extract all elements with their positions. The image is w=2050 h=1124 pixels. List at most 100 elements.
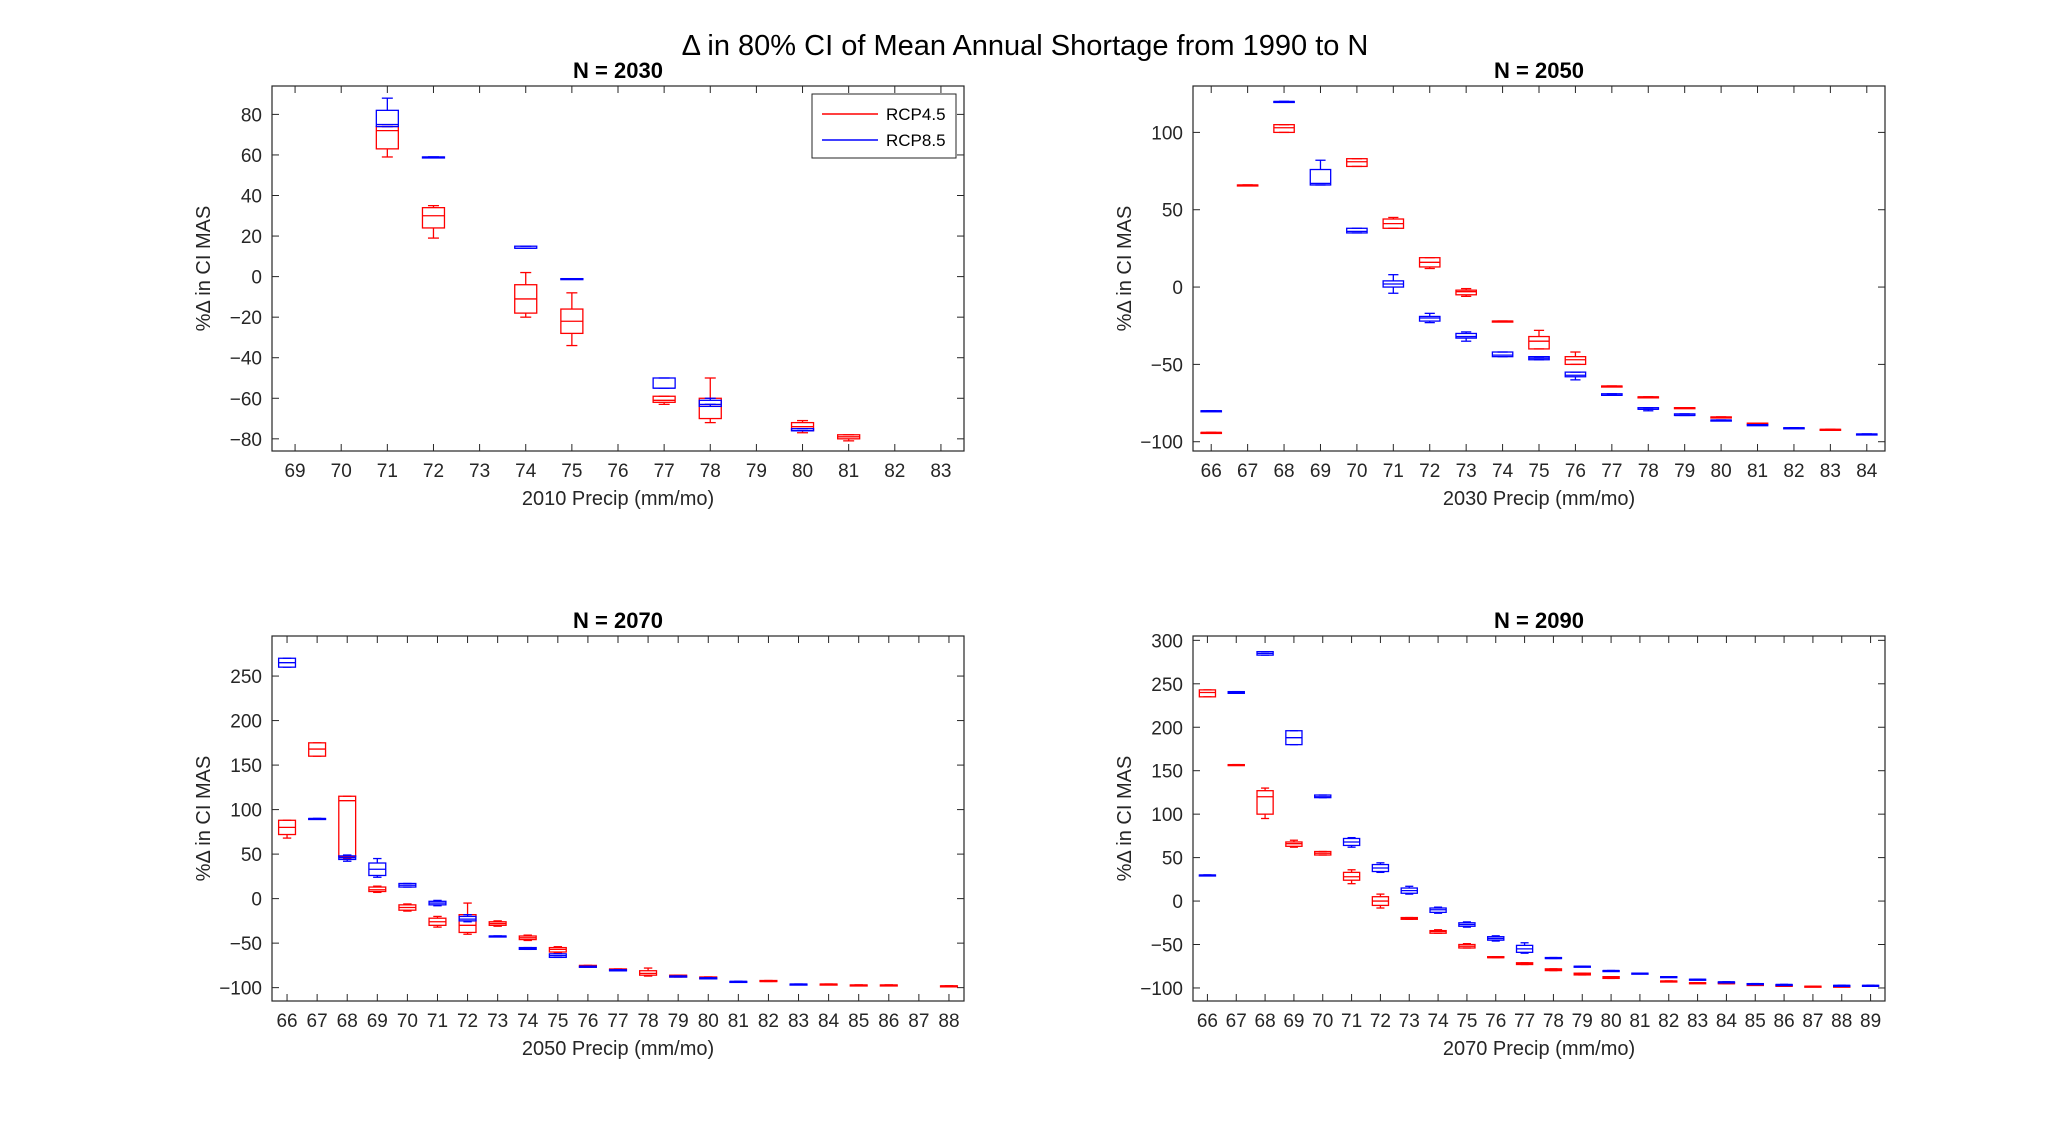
box-RCP85-71 — [1342, 836, 1361, 848]
box-RCP45-83 — [1819, 428, 1842, 431]
y-tick-label: 150 — [230, 756, 262, 777]
y-tick-label: 300 — [1151, 631, 1183, 652]
x-tick-label: 85 — [1745, 1011, 1766, 1032]
box-RCP45-77 — [652, 395, 676, 406]
box-RCP85-85 — [1746, 982, 1764, 986]
y-tick-label: −100 — [1140, 979, 1183, 1000]
x-tick-label: 81 — [728, 1011, 749, 1032]
box-RCP45-83 — [1688, 982, 1707, 985]
box-RCP85-77 — [1515, 942, 1534, 954]
box-RCP85-66 — [277, 657, 297, 668]
x-tick-label: 79 — [668, 1011, 689, 1032]
x-tick-label: 83 — [930, 461, 951, 482]
x-tick-label: 84 — [1716, 1011, 1738, 1032]
x-axis-label: 2030 Precip (mm/mo) — [1443, 488, 1635, 510]
box-RCP45-67 — [1227, 763, 1245, 767]
axes-box — [1192, 85, 1886, 452]
box-RCP45-73 — [488, 920, 507, 927]
box-RCP85-80 — [1602, 969, 1620, 973]
box-iqr — [1418, 315, 1441, 322]
y-tick-label: −40 — [230, 349, 262, 370]
box-iqr — [1273, 124, 1295, 134]
box-RCP85-70 — [398, 882, 417, 888]
x-tick-label: 75 — [1456, 1011, 1477, 1032]
x-tick-label: 74 — [517, 1011, 539, 1032]
x-tick-label: 82 — [1658, 1011, 1679, 1032]
legend-label: RCP8.5 — [886, 131, 946, 150]
box-RCP85-68 — [1273, 100, 1295, 104]
y-tick-label: 20 — [241, 227, 262, 248]
y-tick-label: −50 — [1151, 936, 1183, 957]
legend-box — [811, 93, 957, 159]
x-tick-label: 71 — [427, 1011, 448, 1032]
x-tick-label: 74 — [1492, 461, 1514, 482]
box-RCP85-76 — [1564, 371, 1587, 381]
box-RCP45-76 — [1564, 351, 1587, 366]
x-tick-label: 69 — [1283, 1011, 1304, 1032]
axes-box — [271, 635, 965, 1002]
x-tick-label: 71 — [1383, 461, 1404, 482]
box-RCP45-66 — [1200, 431, 1223, 435]
box-iqr — [1256, 790, 1274, 815]
x-tick-label: 71 — [1341, 1011, 1362, 1032]
x-tick-label: 77 — [1514, 1011, 1535, 1032]
box-RCP85-78 — [1544, 956, 1563, 960]
x-tick-label: 87 — [1802, 1011, 1823, 1032]
x-tick-label: 70 — [1312, 1011, 1333, 1032]
box-RCP85-78 — [698, 397, 722, 408]
y-tick-label: 200 — [230, 712, 262, 733]
x-tick-label: 66 — [1197, 1011, 1218, 1032]
y-tick-label: 50 — [1162, 849, 1183, 870]
x-tick-label: 79 — [1572, 1011, 1593, 1032]
y-tick-label: 150 — [1151, 762, 1183, 783]
box-iqr — [1491, 351, 1514, 358]
box-RCP85-66 — [1198, 874, 1217, 877]
box-RCP85-75 — [1458, 921, 1476, 928]
box-RCP45-76 — [1487, 956, 1505, 959]
box-RCP45-78 — [1544, 968, 1563, 972]
box-RCP45-72 — [1371, 893, 1390, 909]
x-tick-label: 74 — [515, 461, 537, 482]
box-RCP85-79 — [1673, 413, 1696, 417]
box-iqr — [1309, 168, 1332, 186]
box-RCP85-84 — [1717, 981, 1736, 984]
box-RCP45-78 — [639, 967, 658, 977]
x-tick-label: 67 — [307, 1011, 328, 1032]
x-tick-label: 72 — [1419, 461, 1440, 482]
box-iqr — [1346, 158, 1368, 168]
box-RCP45-72 — [421, 204, 446, 239]
chart-panel-4: N = 2090 66 67 68 69 70 71 72 73 74 75 76 77 78 79 80 81… — [1114, 608, 1886, 1060]
box-RCP45-86 — [879, 984, 898, 987]
box-RCP45-75 — [548, 946, 567, 954]
x-tick-label: 68 — [1273, 461, 1294, 482]
box-RCP85-78 — [1637, 407, 1660, 412]
y-tick-label: 250 — [1151, 675, 1183, 696]
box-RCP45-70 — [1346, 158, 1368, 168]
box-RCP85-72 — [458, 913, 477, 923]
box-iqr — [1455, 332, 1478, 339]
box-RCP85-74 — [514, 245, 538, 249]
box-iqr — [1564, 371, 1587, 378]
chart-title: N = 2090 — [1494, 608, 1584, 633]
box-RCP45-74 — [1429, 929, 1447, 934]
box-RCP85-67 — [1227, 690, 1245, 695]
x-tick-label: 71 — [377, 461, 398, 482]
box-RCP85-69 — [1309, 159, 1332, 186]
box-RCP85-72 — [1418, 312, 1441, 324]
y-tick-label: 0 — [251, 890, 262, 911]
x-tick-label: 80 — [1711, 461, 1732, 482]
x-tick-label: 76 — [1485, 1011, 1506, 1032]
y-tick-label: 0 — [1172, 892, 1183, 913]
x-tick-label: 72 — [1370, 1011, 1391, 1032]
y-tick-label: 50 — [241, 845, 262, 866]
box-RCP45-79 — [1673, 407, 1696, 410]
box-RCP85-77 — [1600, 393, 1623, 396]
y-tick-label: −100 — [1140, 433, 1183, 454]
x-tick-label: 74 — [1428, 1011, 1450, 1032]
box-RCP45-82 — [759, 979, 778, 983]
box-RCP85-76 — [578, 965, 597, 968]
box-RCP85-82 — [1783, 427, 1805, 430]
box-RCP45-71 — [428, 915, 447, 928]
